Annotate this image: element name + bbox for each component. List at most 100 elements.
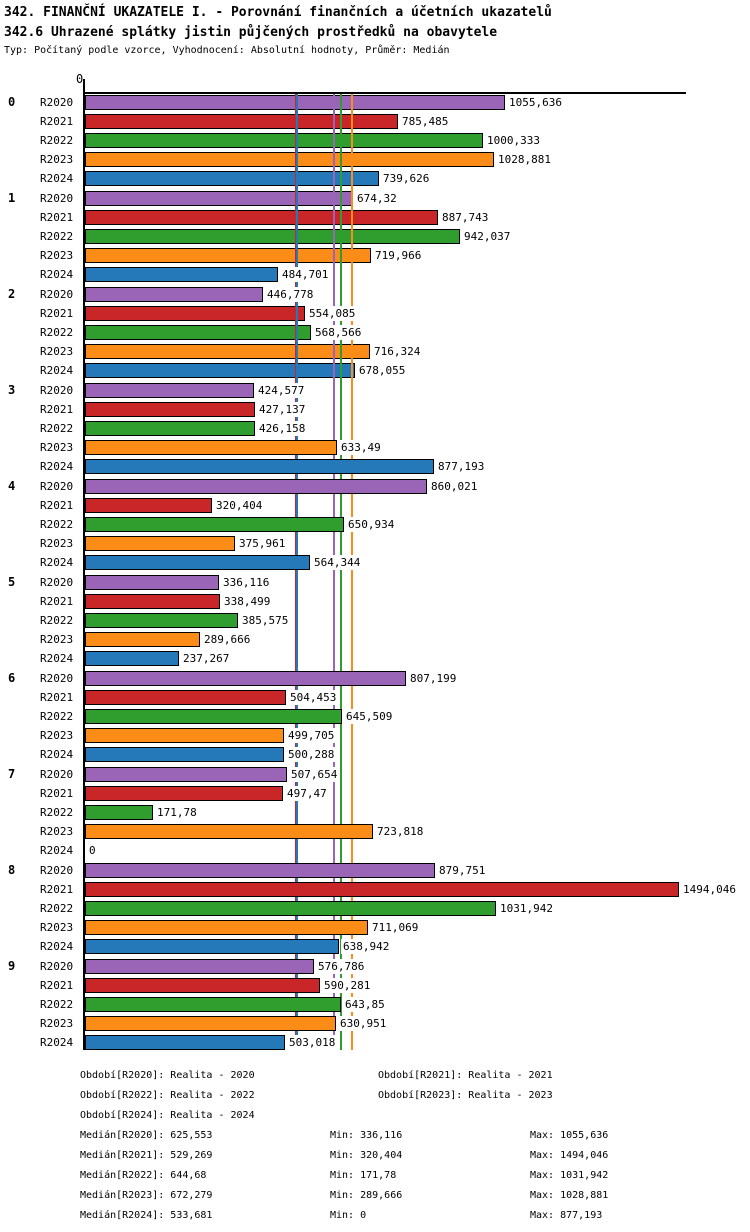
bar-value-g7-R2020: 507,654 [289, 767, 340, 782]
bar-value-g4-R2022: 650,934 [346, 517, 397, 532]
bar-value-g0-R2023: 1028,881 [496, 152, 553, 167]
bar-row-label-R2024: R2024 [40, 268, 74, 281]
bar-value-g4-R2023: 375,961 [237, 536, 288, 551]
y-axis-line [83, 79, 85, 1050]
group-label-4: 4 [8, 479, 16, 493]
bar-value-g4-R2021: 320,404 [214, 498, 265, 513]
bar-row-label-R2024: R2024 [40, 748, 74, 761]
bar-row-label-R2023: R2023 [40, 921, 74, 934]
bar-value-g0-R2022: 1000,333 [485, 133, 542, 148]
bar-row-label-R2022: R2022 [40, 806, 74, 819]
group-label-3: 3 [8, 383, 16, 397]
bar-g2-R2023 [85, 344, 370, 359]
bar-g8-R2023 [85, 920, 368, 935]
legend-median-4: Medián[R2024]: 533,681 [80, 1210, 213, 1221]
bar-row-label-R2020: R2020 [40, 864, 74, 877]
bar-g7-R2021 [85, 786, 283, 801]
bar-row-label-R2023: R2023 [40, 441, 74, 454]
bar-g9-R2020 [85, 959, 314, 974]
bar-row-label-R2023: R2023 [40, 1017, 74, 1030]
legend-max-1: Max: 1494,046 [530, 1150, 609, 1161]
bar-row-label-R2024: R2024 [40, 652, 74, 665]
bar-row-label-R2021: R2021 [40, 307, 74, 320]
x-axis-line [83, 92, 686, 94]
bar-g3-R2024 [85, 459, 434, 474]
bar-value-g5-R2024: 237,267 [181, 651, 232, 666]
legend-period-0: Období[R2020]: Realita - 2020 [80, 1070, 255, 1081]
median-line-R2022 [340, 94, 342, 1050]
bar-value-g7-R2022: 171,78 [155, 805, 199, 820]
bar-g9-R2022 [85, 997, 341, 1012]
bar-row-label-R2021: R2021 [40, 883, 74, 896]
bar-value-g3-R2020: 424,577 [256, 383, 307, 398]
legend-max-4: Max: 877,193 [530, 1210, 603, 1221]
bar-g6-R2021 [85, 690, 286, 705]
report-title: 342. FINANČNÍ UKAZATELE I. - Porovnání f… [4, 5, 552, 20]
bar-g9-R2023 [85, 1016, 336, 1031]
bar-row-label-R2024: R2024 [40, 172, 74, 185]
legend-max-2: Max: 1031,942 [530, 1170, 609, 1181]
median-line-R2024 [296, 94, 298, 1050]
bar-g1-R2023 [85, 248, 371, 263]
legend-median-0: Medián[R2020]: 625,553 [80, 1130, 213, 1141]
bar-value-g2-R2020: 446,778 [265, 287, 316, 302]
chart-subtitle: 342.6 Uhrazené splátky jistin půjčených … [4, 25, 498, 40]
bar-row-label-R2021: R2021 [40, 595, 74, 608]
bar-row-label-R2022: R2022 [40, 998, 74, 1011]
bar-g8-R2024 [85, 939, 339, 954]
bar-value-g9-R2023: 630,951 [338, 1016, 389, 1031]
bar-value-g4-R2020: 860,021 [429, 479, 480, 494]
bar-g4-R2024 [85, 555, 310, 570]
legend-max-0: Max: 1055,636 [530, 1130, 609, 1141]
bar-row-label-R2023: R2023 [40, 825, 74, 838]
bar-g5-R2022 [85, 613, 238, 628]
bar-row-label-R2020: R2020 [40, 576, 74, 589]
chart-meta-line: Typ: Počítaný podle vzorce, Vyhodnocení:… [4, 45, 450, 56]
bar-value-g2-R2023: 716,324 [372, 344, 423, 359]
group-label-6: 6 [8, 671, 16, 685]
bar-value-g6-R2021: 504,453 [288, 690, 339, 705]
bar-g8-R2022 [85, 901, 496, 916]
bar-row-label-R2024: R2024 [40, 556, 74, 569]
bar-g6-R2024 [85, 747, 284, 762]
bar-g3-R2022 [85, 421, 255, 436]
bar-value-g3-R2022: 426,158 [257, 421, 308, 436]
bar-row-label-R2024: R2024 [40, 364, 74, 377]
bar-value-g8-R2022: 1031,942 [498, 901, 555, 916]
bar-value-g1-R2023: 719,966 [373, 248, 424, 263]
bar-g6-R2020 [85, 671, 406, 686]
bar-g4-R2022 [85, 517, 344, 532]
bar-row-label-R2020: R2020 [40, 192, 74, 205]
bar-row-label-R2020: R2020 [40, 96, 74, 109]
bar-g7-R2023 [85, 824, 373, 839]
bar-g0-R2021 [85, 114, 398, 129]
bar-g8-R2020 [85, 863, 435, 878]
bar-value-g7-R2021: 497,47 [285, 786, 329, 801]
bar-row-label-R2022: R2022 [40, 710, 74, 723]
bar-row-label-R2020: R2020 [40, 672, 74, 685]
bar-value-g0-R2024: 739,626 [381, 171, 432, 186]
bar-row-label-R2022: R2022 [40, 518, 74, 531]
bar-value-g9-R2024: 503,018 [287, 1035, 338, 1050]
bar-value-g9-R2022: 643,85 [343, 997, 387, 1012]
bar-row-label-R2021: R2021 [40, 787, 74, 800]
bar-g9-R2024 [85, 1035, 285, 1050]
bar-row-label-R2022: R2022 [40, 134, 74, 147]
bar-value-g6-R2022: 645,509 [344, 709, 395, 724]
bar-value-g7-R2023: 723,818 [375, 824, 426, 839]
bar-row-label-R2023: R2023 [40, 345, 74, 358]
bar-row-label-R2021: R2021 [40, 115, 74, 128]
bar-row-label-R2021: R2021 [40, 211, 74, 224]
bar-value-g3-R2023: 633,49 [339, 440, 383, 455]
bar-value-g5-R2021: 338,499 [222, 594, 273, 609]
bar-g4-R2021 [85, 498, 212, 513]
bar-value-g1-R2021: 887,743 [440, 210, 491, 225]
bar-value-g5-R2020: 336,116 [221, 575, 272, 590]
legend-period-1: Období[R2021]: Realita - 2021 [378, 1070, 553, 1081]
legend-min-4: Min: 0 [330, 1210, 367, 1221]
bar-row-label-R2020: R2020 [40, 480, 74, 493]
median-line-R2023 [351, 94, 353, 1050]
bar-row-label-R2022: R2022 [40, 614, 74, 627]
bar-g4-R2020 [85, 479, 427, 494]
